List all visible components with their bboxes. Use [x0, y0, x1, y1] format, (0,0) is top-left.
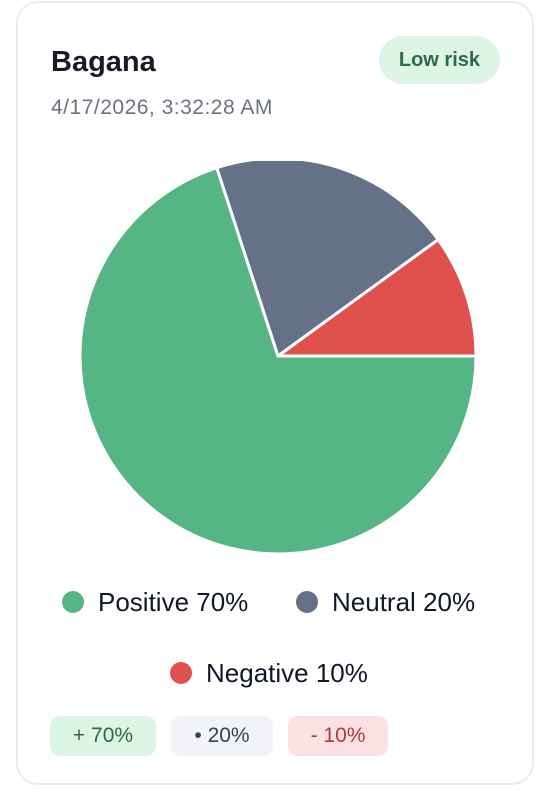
risk-card: Bagana Low risk 4/17/2026, 3:32:28 AM Po…	[16, 1, 534, 785]
legend-item-neutral: Neutral 20%	[296, 584, 475, 620]
card-title: Bagana	[51, 46, 156, 78]
risk-badge: Low risk	[378, 36, 500, 84]
legend-swatch-neutral	[296, 591, 318, 613]
pie-slice-negative	[276, 238, 478, 358]
pie-slice-neutral	[215, 161, 440, 358]
legend-item-positive: Positive 70%	[62, 584, 248, 620]
legend-label-negative: Negative 10%	[206, 657, 368, 688]
legend-swatch-positive	[62, 591, 84, 613]
legend-label-positive: Positive 70%	[98, 586, 249, 617]
chip-neutral: • 20%	[171, 716, 273, 756]
pie-slice-positive	[78, 166, 478, 556]
legend-item-negative: Negative 10%	[170, 655, 368, 691]
timestamp: 4/17/2026, 3:32:28 AM	[51, 96, 273, 119]
pie-chart	[78, 161, 478, 556]
chip-negative: - 10%	[288, 716, 388, 756]
chip-positive: + 70%	[50, 716, 156, 756]
pie-slices	[78, 161, 478, 556]
legend-label-neutral: Neutral 20%	[332, 586, 476, 617]
legend-swatch-negative	[170, 662, 192, 684]
